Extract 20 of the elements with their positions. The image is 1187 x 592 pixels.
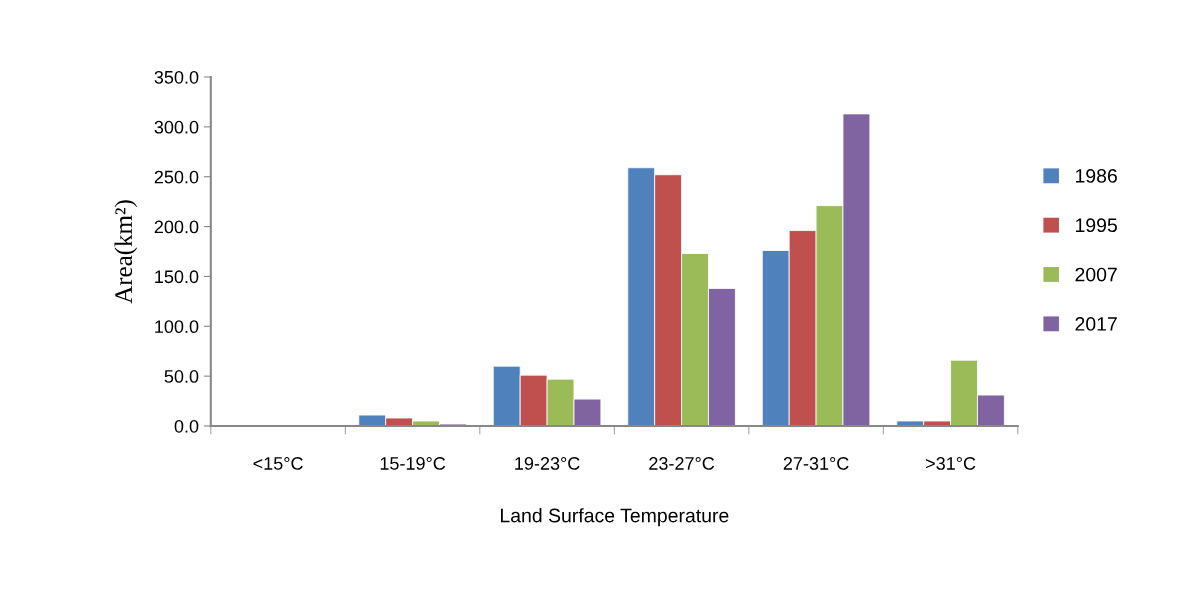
y-tick-label: 100.0	[155, 320, 199, 334]
y-tick-label: 150.0	[155, 270, 199, 284]
x-axis-title: Land Surface Temperature	[500, 508, 729, 527]
x-tick-label: <15°C	[253, 457, 303, 470]
x-tick-label: 15-19°C	[380, 457, 446, 470]
y-tick-label: 0.0	[174, 419, 199, 433]
x-tick-label: >31°C	[926, 457, 976, 470]
y-tick-label: 200.0	[154, 220, 199, 234]
legend-label: 2007	[1075, 267, 1117, 282]
legend-label: 1995	[1075, 218, 1117, 233]
y-tick-label: 250.0	[154, 170, 199, 184]
x-tick-label: 19-23°C	[515, 457, 580, 470]
legend-label: 1986	[1075, 168, 1117, 183]
x-tick-label: 23-27°C	[649, 457, 715, 470]
y-tick-label: 50.0	[164, 370, 199, 383]
y-axis-title: Area(km²)	[114, 200, 138, 304]
x-tick-label: 27-31°C	[783, 457, 849, 470]
y-tick-label: 350.0	[154, 70, 199, 84]
legend-label: 2017	[1075, 317, 1117, 331]
y-tick-label: 300.0	[154, 120, 199, 134]
